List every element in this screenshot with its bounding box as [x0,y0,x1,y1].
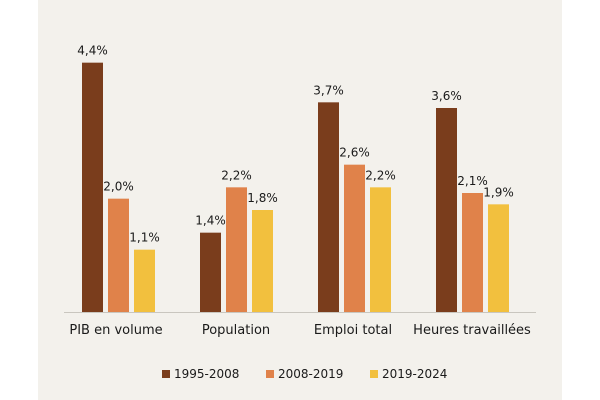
data-label: 2,2% [365,168,396,182]
category-label: PIB en volume [69,323,162,338]
data-label: 2,2% [221,168,252,182]
data-label: 3,7% [313,83,344,97]
chart-panel: 4,4% 1,4% 3,7% 3,6% 2,0% 2,2% 2,6% 2,1% 1,1% 1,8%… [38,0,562,400]
bar-0-1 [200,232,221,312]
category-label: Heures travaillées [413,323,531,338]
legend-label: 2019-2024 [382,367,447,381]
bar-1-2 [344,164,365,312]
data-label: 4,4% [77,44,108,58]
data-label: 1,9% [483,185,514,199]
bar-0-0 [82,62,103,312]
data-label: 1,1% [129,231,160,245]
bar-2-2 [370,187,391,312]
bar-2-1 [252,210,273,312]
category-label: Population [202,323,270,338]
bar-0-2 [318,102,339,312]
bar-1-0 [108,198,129,312]
data-label: 2,1% [457,174,488,188]
legend-swatch-1 [266,370,274,378]
data-label: 2,0% [103,180,134,194]
legend-swatch-0 [162,370,170,378]
legend-label: 1995-2008 [174,367,239,381]
bar-1-1 [226,187,247,312]
bar-2-3 [488,204,509,312]
bar-chart: 4,4% 1,4% 3,7% 3,6% 2,0% 2,2% 2,6% 2,1% 1,1% 1,8%… [64,44,536,381]
bar-0-3 [436,108,457,312]
data-label: 1,4% [195,214,226,228]
data-label: 1,8% [247,191,278,205]
data-label: 2,6% [339,146,370,160]
legend-swatch-2 [370,370,378,378]
bar-2-0 [134,249,155,312]
bar-1-3 [462,193,483,312]
data-label: 3,6% [431,89,462,103]
legend-label: 2008-2019 [278,367,343,381]
category-label: Emploi total [314,323,392,338]
